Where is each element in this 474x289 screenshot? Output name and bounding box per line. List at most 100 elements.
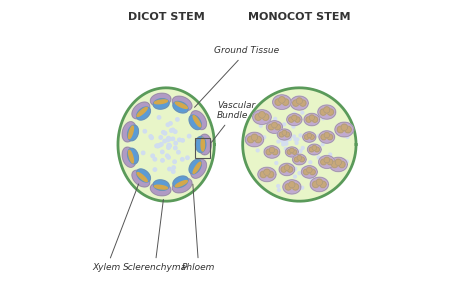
Polygon shape bbox=[279, 132, 284, 137]
Circle shape bbox=[296, 138, 299, 141]
Circle shape bbox=[293, 112, 296, 115]
Polygon shape bbox=[128, 148, 138, 164]
Polygon shape bbox=[312, 145, 317, 150]
Circle shape bbox=[156, 144, 159, 147]
Polygon shape bbox=[150, 182, 171, 196]
Polygon shape bbox=[266, 121, 283, 133]
Circle shape bbox=[157, 116, 161, 119]
Polygon shape bbox=[316, 179, 322, 186]
Circle shape bbox=[153, 158, 156, 161]
Circle shape bbox=[156, 144, 160, 148]
Circle shape bbox=[322, 134, 325, 137]
Circle shape bbox=[292, 151, 295, 154]
Circle shape bbox=[289, 184, 292, 187]
Polygon shape bbox=[189, 160, 201, 174]
Circle shape bbox=[283, 123, 286, 126]
Polygon shape bbox=[128, 125, 138, 141]
Polygon shape bbox=[341, 124, 347, 131]
Polygon shape bbox=[320, 181, 326, 188]
Circle shape bbox=[321, 143, 324, 146]
Circle shape bbox=[280, 139, 283, 142]
Polygon shape bbox=[307, 133, 311, 138]
Circle shape bbox=[159, 136, 163, 139]
Polygon shape bbox=[264, 146, 280, 158]
Polygon shape bbox=[335, 122, 354, 137]
Polygon shape bbox=[319, 131, 335, 143]
Polygon shape bbox=[132, 170, 150, 187]
Circle shape bbox=[339, 159, 342, 162]
Polygon shape bbox=[304, 135, 309, 139]
Polygon shape bbox=[309, 147, 314, 152]
Circle shape bbox=[163, 139, 166, 143]
Polygon shape bbox=[266, 149, 272, 155]
Polygon shape bbox=[297, 155, 302, 160]
Circle shape bbox=[274, 117, 277, 120]
Polygon shape bbox=[327, 109, 334, 115]
Circle shape bbox=[294, 138, 297, 141]
Circle shape bbox=[309, 161, 312, 164]
Circle shape bbox=[143, 129, 146, 133]
Polygon shape bbox=[319, 155, 335, 168]
Polygon shape bbox=[308, 144, 321, 155]
Polygon shape bbox=[118, 88, 214, 201]
Circle shape bbox=[166, 138, 169, 142]
Circle shape bbox=[284, 147, 287, 150]
Polygon shape bbox=[243, 88, 356, 201]
Polygon shape bbox=[175, 181, 187, 187]
Text: DICOT STEM: DICOT STEM bbox=[128, 12, 204, 22]
Polygon shape bbox=[272, 122, 277, 128]
Circle shape bbox=[277, 133, 280, 135]
Circle shape bbox=[295, 142, 298, 144]
Circle shape bbox=[173, 160, 176, 163]
Circle shape bbox=[173, 146, 177, 150]
Polygon shape bbox=[282, 130, 287, 135]
Circle shape bbox=[285, 139, 288, 142]
Circle shape bbox=[297, 155, 300, 158]
Polygon shape bbox=[296, 98, 302, 104]
Circle shape bbox=[168, 144, 171, 148]
Polygon shape bbox=[287, 150, 292, 154]
Polygon shape bbox=[327, 134, 333, 140]
Polygon shape bbox=[260, 171, 266, 178]
Polygon shape bbox=[153, 99, 169, 109]
Polygon shape bbox=[150, 93, 171, 107]
Circle shape bbox=[150, 136, 153, 140]
Polygon shape bbox=[273, 95, 291, 109]
Polygon shape bbox=[122, 147, 136, 167]
Circle shape bbox=[254, 135, 257, 138]
Circle shape bbox=[277, 140, 280, 143]
Polygon shape bbox=[198, 134, 211, 155]
Circle shape bbox=[177, 151, 180, 154]
Polygon shape bbox=[153, 180, 169, 190]
Polygon shape bbox=[287, 114, 302, 125]
Polygon shape bbox=[335, 159, 341, 166]
Circle shape bbox=[167, 136, 170, 140]
Polygon shape bbox=[303, 169, 309, 175]
Polygon shape bbox=[293, 100, 299, 106]
Polygon shape bbox=[137, 108, 147, 116]
Circle shape bbox=[292, 135, 295, 138]
Circle shape bbox=[158, 143, 162, 147]
Polygon shape bbox=[320, 109, 326, 115]
Polygon shape bbox=[246, 132, 264, 147]
Polygon shape bbox=[255, 114, 262, 120]
Circle shape bbox=[167, 145, 171, 148]
Circle shape bbox=[263, 136, 266, 139]
Polygon shape bbox=[312, 181, 319, 188]
Circle shape bbox=[186, 156, 189, 160]
Polygon shape bbox=[193, 116, 201, 127]
Polygon shape bbox=[307, 167, 312, 173]
Circle shape bbox=[317, 156, 320, 159]
Polygon shape bbox=[301, 166, 317, 178]
Circle shape bbox=[346, 136, 349, 138]
Circle shape bbox=[312, 152, 315, 155]
Circle shape bbox=[256, 149, 259, 152]
Circle shape bbox=[160, 143, 163, 146]
Polygon shape bbox=[155, 100, 167, 104]
Polygon shape bbox=[258, 167, 276, 181]
Circle shape bbox=[167, 143, 171, 147]
Polygon shape bbox=[173, 101, 188, 113]
Polygon shape bbox=[137, 169, 150, 182]
Circle shape bbox=[161, 159, 164, 162]
Polygon shape bbox=[268, 124, 274, 130]
